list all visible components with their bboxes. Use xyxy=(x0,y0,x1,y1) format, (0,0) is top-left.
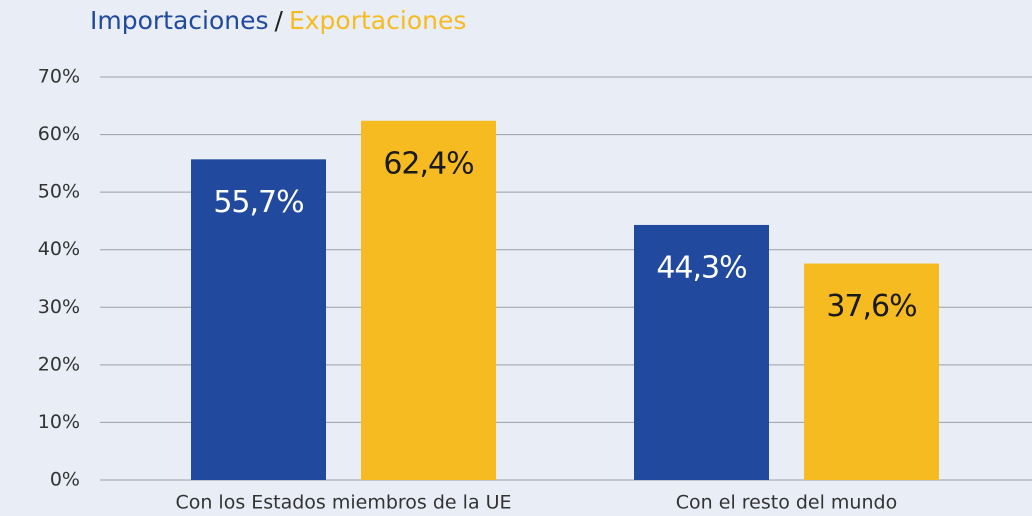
y-tick-label: 30% xyxy=(38,296,80,318)
value-label: 62,4% xyxy=(383,146,473,181)
bar xyxy=(634,224,769,480)
y-tick-label: 20% xyxy=(38,353,80,375)
y-tick-label: 40% xyxy=(38,238,80,260)
y-tick-label: 0% xyxy=(50,469,80,491)
bar xyxy=(191,159,326,480)
y-tick-label: 10% xyxy=(38,411,80,433)
legend-entry: Exportaciones xyxy=(289,6,466,35)
legend-entry: Importaciones xyxy=(90,6,269,35)
y-tick-label: 70% xyxy=(38,66,80,88)
bar xyxy=(361,120,496,481)
x-tick-label: Con los Estados miembros de la UE xyxy=(175,492,511,514)
bar xyxy=(804,263,939,480)
y-tick-label: 60% xyxy=(38,123,80,145)
value-label: 44,3% xyxy=(656,250,746,285)
value-label: 55,7% xyxy=(213,185,303,220)
value-label: 37,6% xyxy=(826,289,916,324)
legend-separator: / xyxy=(275,6,284,35)
x-tick-label: Con el resto del mundo xyxy=(676,492,897,514)
legend-title: Importaciones / Exportaciones xyxy=(90,6,466,35)
y-tick-label: 50% xyxy=(38,181,80,203)
